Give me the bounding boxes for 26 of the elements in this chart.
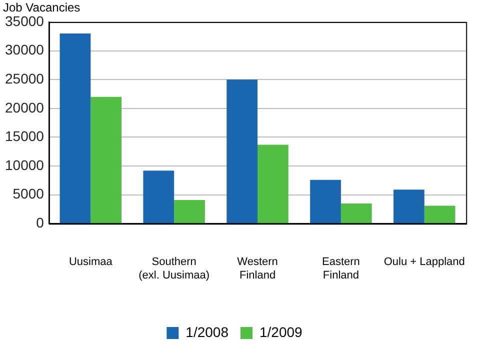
bar	[143, 170, 174, 224]
x-tick-label: Eastern Finland	[322, 256, 360, 282]
legend-label: 1/2009	[260, 324, 303, 340]
y-tick-label: 30000	[4, 42, 44, 58]
bar	[424, 206, 456, 224]
legend-label: 1/2008	[186, 324, 229, 340]
bar	[394, 190, 424, 224]
y-tick-label: 15000	[4, 128, 44, 144]
x-tick-label: Southern (exl. Uusimaa)	[138, 256, 210, 282]
bar	[90, 96, 122, 224]
y-tick-label: 5000	[12, 186, 44, 202]
x-tick-label: Western Finland	[237, 256, 278, 282]
y-tick-label: 0	[36, 214, 44, 230]
y-tick-label: 20000	[4, 99, 44, 116]
y-tick-label: 35000	[4, 12, 44, 29]
bar	[340, 203, 372, 224]
x-tick-label: Oulu + Lappland	[384, 256, 465, 268]
y-axis-title: Job Vacancies	[3, 0, 80, 14]
bar	[310, 180, 341, 224]
bar	[226, 80, 258, 224]
y-tick-label: 10000	[4, 156, 44, 173]
bar	[60, 34, 91, 224]
y-tick-label: 25000	[4, 70, 44, 86]
x-tick-label: Uusimaa	[68, 256, 114, 268]
bar	[258, 144, 288, 224]
bar	[174, 200, 205, 224]
